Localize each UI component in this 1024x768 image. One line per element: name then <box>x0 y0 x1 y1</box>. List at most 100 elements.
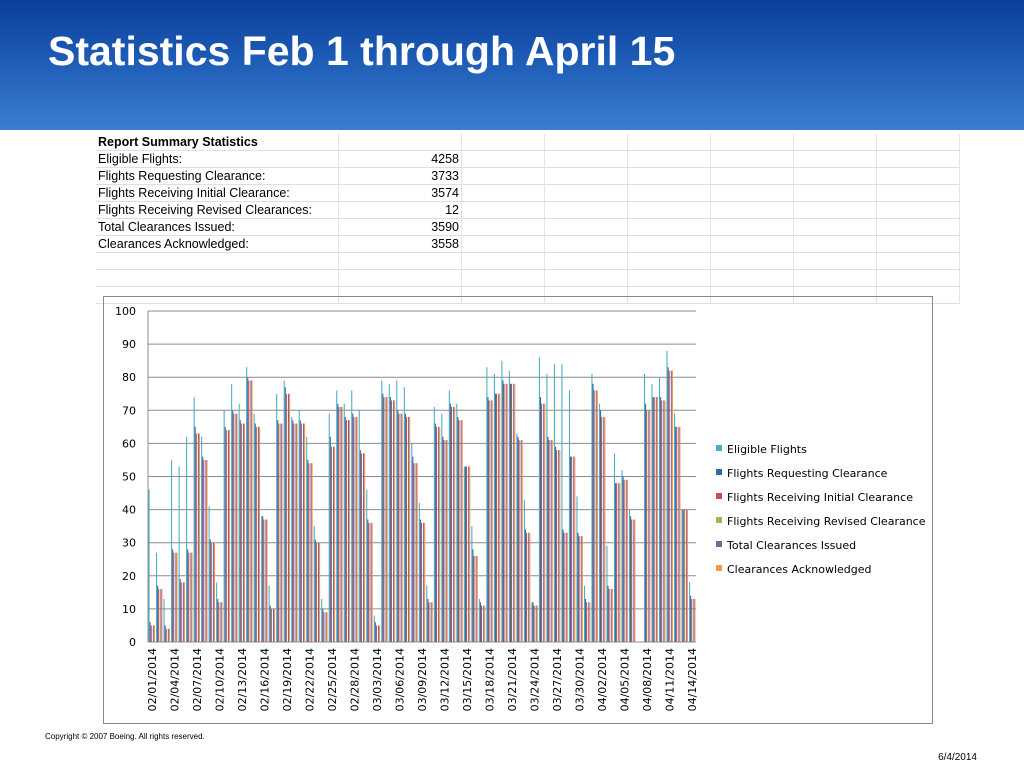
bar <box>188 552 190 642</box>
bar <box>694 598 696 642</box>
x-tick-label: 03/15/2014 <box>461 648 474 711</box>
empty-cell <box>461 269 545 287</box>
empty-cell <box>544 269 628 287</box>
bar <box>656 397 658 642</box>
bar <box>150 625 152 642</box>
bar <box>236 413 238 642</box>
bar <box>231 383 233 642</box>
bar <box>190 552 192 642</box>
x-tick-label: 03/21/2014 <box>506 648 519 711</box>
bar <box>413 463 415 642</box>
bar <box>469 466 471 642</box>
bar <box>595 390 597 642</box>
bar <box>160 589 162 642</box>
bar <box>217 598 219 642</box>
bar <box>533 605 535 642</box>
bar <box>667 367 669 642</box>
bar <box>180 582 182 642</box>
bar <box>378 625 380 642</box>
empty-cell <box>793 134 877 151</box>
bar <box>325 612 327 642</box>
bar <box>393 400 395 642</box>
bar <box>308 463 310 642</box>
bar <box>334 446 336 642</box>
bar <box>168 628 170 642</box>
bar <box>292 420 294 642</box>
bar <box>607 585 609 642</box>
empty-cell <box>793 252 877 270</box>
bar <box>583 585 586 642</box>
bar <box>383 397 385 642</box>
bar <box>433 406 435 642</box>
bar <box>693 598 695 642</box>
empty-cell <box>544 134 628 151</box>
bar <box>439 426 441 642</box>
legend-label: Eligible Flights <box>727 443 807 456</box>
empty-cell <box>710 134 794 151</box>
bar <box>431 602 433 642</box>
table-row <box>96 286 960 304</box>
bar <box>163 598 165 642</box>
bar <box>585 598 587 642</box>
bar <box>300 423 302 642</box>
empty-cell <box>461 235 545 253</box>
bar <box>596 390 598 642</box>
bar <box>323 612 325 642</box>
bar <box>424 522 426 642</box>
bar <box>157 585 159 642</box>
bar <box>293 423 295 642</box>
bar <box>509 383 512 642</box>
bar <box>578 536 580 642</box>
y-tick-label: 60 <box>122 437 136 450</box>
bar <box>373 615 375 642</box>
bar <box>232 410 234 642</box>
table-cell: Total Clearances Issued: <box>96 218 339 236</box>
bar <box>528 532 530 642</box>
bar <box>558 450 560 642</box>
bar <box>604 416 606 642</box>
bar <box>328 413 330 642</box>
bar <box>280 423 282 642</box>
bar <box>588 602 590 642</box>
bar <box>690 595 692 642</box>
table-cell: Flights Receiving Revised Clearances: <box>96 201 339 219</box>
bar <box>356 416 358 642</box>
empty-cell <box>627 286 711 304</box>
bar <box>358 410 360 642</box>
empty-cell <box>96 269 339 287</box>
table-cell: Report Summary Statistics <box>96 134 339 151</box>
empty-cell <box>544 252 628 270</box>
empty-cell <box>544 201 628 219</box>
bar <box>616 483 618 642</box>
x-tick-label: 02/01/2014 <box>146 648 159 711</box>
bar <box>348 420 350 642</box>
table-cell: 3733 <box>338 167 462 185</box>
bar <box>233 413 235 642</box>
bar <box>408 416 410 642</box>
bar <box>442 436 444 642</box>
bar <box>253 413 255 642</box>
bar <box>239 420 241 642</box>
bar <box>218 602 220 642</box>
bar <box>304 423 306 642</box>
bar <box>568 390 570 642</box>
table-cell: 4258 <box>338 150 462 168</box>
bar <box>287 393 290 642</box>
bar <box>630 516 632 642</box>
bar <box>332 446 335 642</box>
x-tick-label: 02/22/2014 <box>303 648 316 711</box>
bar <box>187 549 189 642</box>
empty-cell <box>461 150 545 168</box>
x-tick-label: 04/11/2014 <box>664 648 677 711</box>
bar <box>608 589 610 642</box>
table-row <box>96 269 960 287</box>
bar <box>682 509 684 642</box>
bar <box>561 363 563 642</box>
empty-cell <box>627 269 711 287</box>
empty-cell <box>627 134 711 151</box>
empty-cell <box>876 218 960 236</box>
bar <box>270 608 272 642</box>
bar <box>164 625 166 642</box>
bar <box>257 426 259 642</box>
